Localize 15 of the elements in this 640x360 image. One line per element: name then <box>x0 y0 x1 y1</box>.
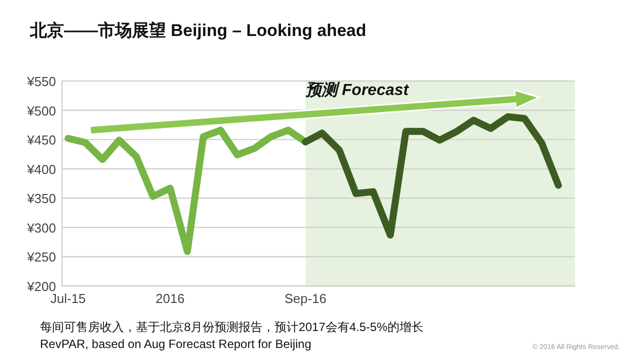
y-tick-label: ¥350 <box>26 191 56 206</box>
y-tick-label: ¥200 <box>26 279 56 294</box>
band-label: 预测 Forecast <box>305 81 410 99</box>
text: 每间可售房收入，基于北京8月份预测报告，预计2017会有4.5-5%的增长 <box>40 320 424 334</box>
y-tick-label: ¥400 <box>26 162 56 177</box>
y-tick-label: ¥500 <box>26 103 56 118</box>
y-tick-label: ¥250 <box>26 250 56 265</box>
y-tick-label: ¥300 <box>26 220 56 236</box>
y-tick-label: ¥550 <box>26 74 56 89</box>
y-tick-label: ¥450 <box>26 132 56 148</box>
text: RevPAR, based on Aug Forecast Report for Beijing <box>40 337 312 351</box>
chart-title: 北京——市场展望 Beijing – Looking ahead <box>29 21 366 40</box>
x-tick-label: Sep-16 <box>284 291 326 306</box>
x-tick-label: 2016 <box>156 291 185 306</box>
x-tick-label: Jul-15 <box>50 291 86 306</box>
